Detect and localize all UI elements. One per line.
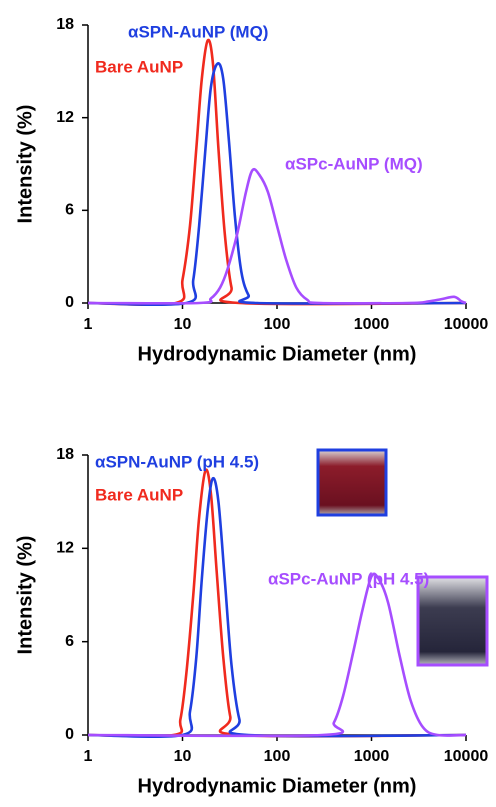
x-tick-label: 10000	[444, 316, 489, 333]
y-tick-label: 0	[65, 726, 74, 743]
data-line	[87, 167, 467, 305]
series-label: αSPN-AuNP (MQ)	[128, 22, 268, 41]
x-tick-label: 1000	[354, 316, 390, 333]
y-tick-label: 18	[56, 446, 74, 463]
chart-panel: 0 6 12 18 1 10 100 1000 10000 Hydrodynamic Diamet…	[14, 446, 488, 797]
x-tick-label: 10	[174, 316, 192, 333]
chart-panel: 0 6 12 18 1 10 100 1000 10000 Hydrodynamic Diamet…	[14, 16, 488, 365]
data-line	[87, 62, 467, 307]
x-tick-label: 100	[264, 316, 291, 333]
x-tick-label: 1	[84, 748, 93, 765]
series-label: αSPc-AuNP (pH 4.5)	[268, 569, 429, 588]
x-tick-label: 100	[264, 748, 291, 765]
inset-photo	[316, 448, 388, 517]
series-label: Bare AuNP	[95, 485, 183, 504]
inset-photo	[416, 575, 489, 667]
x-axis-label: Hydrodynamic Diameter (nm)	[138, 775, 417, 797]
x-tick-label: 1000	[354, 748, 390, 765]
series-label: αSPc-AuNP (MQ)	[285, 154, 423, 173]
y-axis-label: Intensity (%)	[14, 536, 36, 655]
x-axis-label: Hydrodynamic Diameter (nm)	[138, 343, 417, 365]
x-tick-label: 10	[174, 748, 192, 765]
y-tick-label: 0	[65, 294, 74, 311]
x-tick-label: 1	[84, 316, 93, 333]
y-tick-label: 18	[56, 16, 74, 33]
data-line	[87, 38, 467, 307]
y-tick-label: 6	[65, 202, 74, 219]
data-line	[87, 476, 467, 739]
y-axis-label: Intensity (%)	[14, 105, 36, 224]
y-tick-label: 12	[56, 109, 74, 126]
series-label: Bare AuNP	[95, 57, 183, 76]
series-label: αSPN-AuNP (pH 4.5)	[95, 452, 259, 471]
x-tick-label: 10000	[444, 748, 489, 765]
data-line	[87, 468, 467, 738]
data-line	[87, 572, 467, 738]
y-tick-label: 6	[65, 633, 74, 650]
y-tick-label: 12	[56, 540, 74, 557]
